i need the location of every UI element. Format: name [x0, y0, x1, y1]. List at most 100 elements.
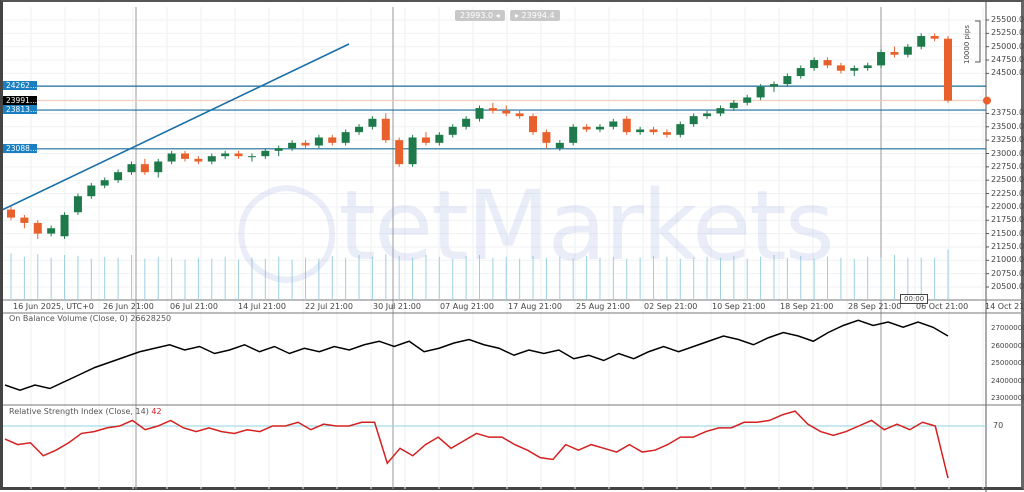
candle-body — [328, 137, 337, 143]
obv-tick-label: 24000000 — [991, 376, 1024, 385]
candle-body — [609, 121, 618, 127]
obv-title: On Balance Volume (Close, 0) 26628250 — [9, 314, 172, 323]
candle-body — [341, 132, 350, 143]
time-axis-label: 14 Jul 21:00 — [238, 302, 286, 311]
candle-body — [247, 156, 256, 158]
candle-body — [448, 126, 457, 135]
price-tick-label: 22250.0 — [991, 188, 1024, 198]
pips-ruler — [975, 20, 981, 63]
candle-body — [154, 161, 163, 173]
candle-body — [823, 60, 832, 66]
obv-tick-label: 23000000 — [991, 394, 1024, 402]
rsi-title: Relative Strength Index (Close, 14) 42 — [9, 407, 162, 416]
candle-body — [716, 108, 725, 114]
candle-body — [314, 137, 323, 146]
candle-body — [917, 36, 926, 47]
candle-body — [743, 97, 752, 103]
price-tick-label: 21250.0 — [991, 241, 1024, 251]
candle-body — [73, 196, 82, 213]
candle-body — [689, 116, 698, 125]
candle-body — [87, 185, 96, 197]
price-tick-label: 21500.0 — [991, 228, 1024, 238]
candle-body — [890, 52, 899, 55]
time-axis-label: 06 Jul 21:00 — [170, 302, 218, 311]
candle-body — [529, 116, 538, 133]
price-tick-label: 23250.0 — [991, 135, 1024, 145]
rsi-level-label: 70 — [993, 421, 1004, 430]
time-axis-label: 02 Sep 21:00 — [644, 302, 698, 311]
candle-body — [649, 129, 658, 133]
candle-body — [850, 68, 859, 71]
candle-body — [207, 156, 216, 162]
obv-tick-label: 27000000 — [991, 324, 1024, 332]
level-price-tag: 23088... — [3, 143, 37, 153]
time-axis-label: 18 Sep 21:00 — [780, 302, 834, 311]
candle-body — [261, 150, 270, 157]
price-tick-label: 24750.0 — [991, 55, 1024, 65]
obv-line — [4, 319, 949, 392]
candle-body — [408, 137, 417, 165]
time-axis-label: 22 Jul 21:00 — [305, 302, 353, 311]
time-axis-label: 16 Jun 2025, UTC+0 — [13, 302, 94, 311]
price-tick-label: 23750.0 — [991, 108, 1024, 118]
level-price-tag: 24262... — [3, 81, 37, 91]
candle-body — [569, 126, 578, 143]
candle-body — [796, 68, 805, 77]
time-axis-label: 25 Aug 21:00 — [576, 302, 630, 311]
candle-body — [274, 148, 283, 151]
obv-tick-label: 26000000 — [991, 341, 1024, 350]
candle-body — [421, 137, 430, 143]
candle-body — [756, 86, 765, 98]
ask-price-button[interactable]: ▸ 23994.4 — [510, 10, 560, 21]
time-axis-label: 30 Jul 21:00 — [373, 302, 421, 311]
candle-body — [944, 38, 952, 101]
candle-body — [381, 118, 390, 141]
price-tick-label: 25250.0 — [991, 28, 1024, 38]
candle-body — [475, 108, 484, 119]
candle-body — [930, 36, 939, 39]
candle-body — [703, 113, 712, 117]
candle-body — [729, 102, 738, 109]
price-tick-label: 21000.0 — [991, 255, 1024, 265]
level-price-tag: 23813... — [3, 105, 37, 115]
candle-body — [60, 214, 69, 237]
candle-body — [355, 126, 364, 133]
candle-body — [435, 134, 444, 143]
candle-body — [555, 142, 564, 149]
candle-body — [33, 222, 42, 234]
price-tick-label: 25000.0 — [991, 41, 1024, 51]
candle-body — [395, 140, 404, 165]
time-axis-label: 06 Oct 21:00 — [916, 302, 969, 311]
time-axis-label: 10 Sep 21:00 — [712, 302, 766, 311]
candle-body — [662, 132, 671, 135]
candle-body — [769, 84, 778, 87]
candle-body — [100, 180, 109, 186]
chart-canvas[interactable] — [3, 2, 1024, 492]
candle-body — [47, 228, 56, 234]
candle-body — [20, 217, 29, 223]
candle-body — [7, 209, 15, 218]
candle-body — [221, 153, 230, 157]
candle-body — [810, 60, 819, 69]
candle-body — [488, 108, 497, 111]
candle-body — [167, 153, 176, 162]
price-tick-label: 22500.0 — [991, 175, 1024, 185]
candle-body — [903, 46, 912, 55]
bid-price-button[interactable]: 23993.0 ◂ — [455, 10, 505, 21]
candle-body — [140, 164, 149, 173]
candle-body — [582, 126, 591, 130]
price-tick-label: 21750.0 — [991, 215, 1024, 225]
candle-body — [863, 65, 872, 69]
candle-body — [542, 132, 551, 143]
candle-body — [114, 172, 123, 181]
candle-body — [636, 129, 645, 133]
time-axis-label: 14 Oct 21:00 — [985, 302, 1024, 311]
candle-body — [194, 158, 203, 162]
candle-body — [836, 65, 845, 71]
pips-ruler-label: 10000 pips — [963, 25, 971, 64]
time-cursor-label: 00:00 — [900, 294, 929, 304]
time-axis-label: 07 Aug 21:00 — [440, 302, 494, 311]
price-tick-label: 22000.0 — [991, 201, 1024, 211]
time-axis-label: 17 Aug 21:00 — [508, 302, 562, 311]
